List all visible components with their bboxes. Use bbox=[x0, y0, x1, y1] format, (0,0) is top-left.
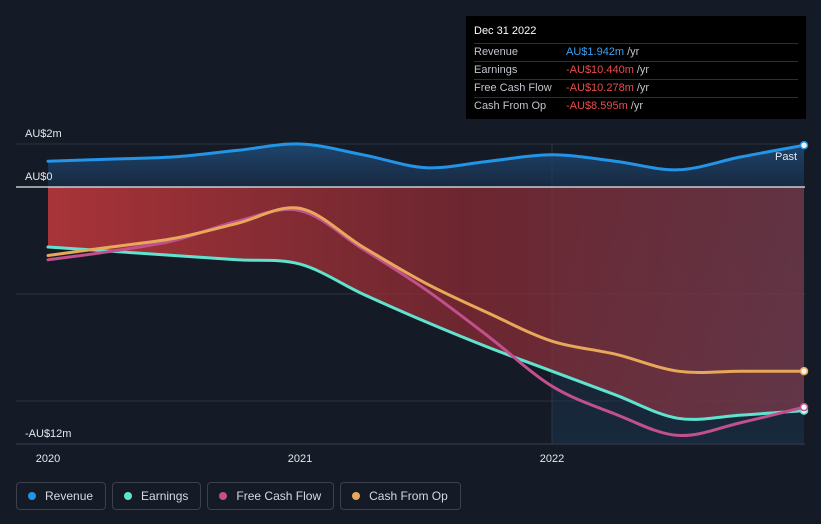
tooltip-row-value: -AU$10.278m bbox=[566, 82, 634, 94]
legend-dot-icon bbox=[124, 492, 133, 500]
tooltip-row-earnings: Earnings -AU$10.440m/yr bbox=[474, 61, 798, 79]
legend-label: Earnings bbox=[141, 489, 189, 503]
negative-area bbox=[48, 187, 804, 420]
tooltip-rows: Revenue AU$1.942m/yr Earnings -AU$10.440m/y… bbox=[474, 43, 798, 115]
tooltip-row-unit: /yr bbox=[636, 82, 650, 94]
tooltip-row-unit: /yr bbox=[636, 64, 650, 76]
y-tick-label: AU$2m bbox=[25, 128, 62, 140]
legend-label: Free Cash Flow bbox=[236, 489, 322, 503]
y-tick-label: -AU$12m bbox=[25, 428, 71, 440]
series-line-earnings bbox=[46, 245, 806, 421]
tooltip-row-unit: /yr bbox=[630, 100, 643, 112]
series-line-cash-from-op bbox=[46, 206, 806, 374]
tooltip-panel: Dec 31 2022 Revenue AU$1.942m/yr Earnings -… bbox=[466, 16, 806, 119]
tooltip-row-value: -AU$8.595m bbox=[566, 100, 628, 112]
tooltip-row-revenue: Revenue AU$1.942m/yr bbox=[474, 43, 798, 61]
legend-item-earnings[interactable]: Earnings bbox=[112, 482, 202, 510]
legend-dot-icon bbox=[219, 492, 228, 500]
tooltip-row-value: -AU$10.440m bbox=[566, 64, 634, 76]
legend-item-cash-from-op[interactable]: Cash From Op bbox=[340, 482, 461, 510]
series-line-free-cash-flow bbox=[46, 207, 806, 438]
tooltip-row-free-cash-flow: Free Cash Flow -AU$10.278m/yr bbox=[474, 79, 798, 97]
tooltip-row-label: Free Cash Flow bbox=[474, 82, 552, 94]
tooltip-row-value: AU$1.942m bbox=[566, 46, 625, 58]
legend-dot-icon bbox=[352, 492, 361, 500]
series-endpoint-free-cash-flow bbox=[799, 402, 809, 412]
tooltip-row-label: Earnings bbox=[474, 64, 518, 76]
label-layer: AU$2m AU$0 -AU$12m 2020 2021 2022 Past bbox=[25, 128, 797, 465]
revenue-area bbox=[48, 143, 804, 187]
tooltip-row-label: Cash From Op bbox=[474, 100, 547, 112]
y-tick-label: AU$0 bbox=[25, 171, 53, 183]
tooltip-row-label: Revenue bbox=[474, 46, 519, 58]
legend-label: Revenue bbox=[45, 489, 94, 503]
x-tick-label: 2022 bbox=[540, 453, 564, 465]
legend-label: Cash From Op bbox=[369, 489, 448, 503]
legend-dot-icon bbox=[28, 492, 36, 500]
area-layer bbox=[16, 143, 805, 420]
series-line-revenue bbox=[46, 142, 806, 172]
past-label: Past bbox=[775, 151, 797, 163]
legend-item-revenue[interactable]: Revenue bbox=[16, 482, 107, 510]
tooltip-date: Dec 31 2022 bbox=[474, 25, 537, 37]
series-endpoint-cash-from-op bbox=[799, 366, 809, 376]
x-tick-label: 2020 bbox=[36, 453, 60, 465]
legend-item-free-cash-flow[interactable]: Free Cash Flow bbox=[207, 482, 335, 510]
tooltip-row-cash-from-op: Cash From Op -AU$8.595m/yr bbox=[474, 97, 798, 115]
tooltip-row-unit: /yr bbox=[627, 46, 640, 58]
series-layer bbox=[46, 141, 809, 438]
series-endpoint-revenue bbox=[799, 141, 809, 150]
legend: Revenue Earnings Free Cash Flow Cash From O… bbox=[16, 482, 461, 510]
x-tick-label: 2021 bbox=[288, 453, 312, 465]
